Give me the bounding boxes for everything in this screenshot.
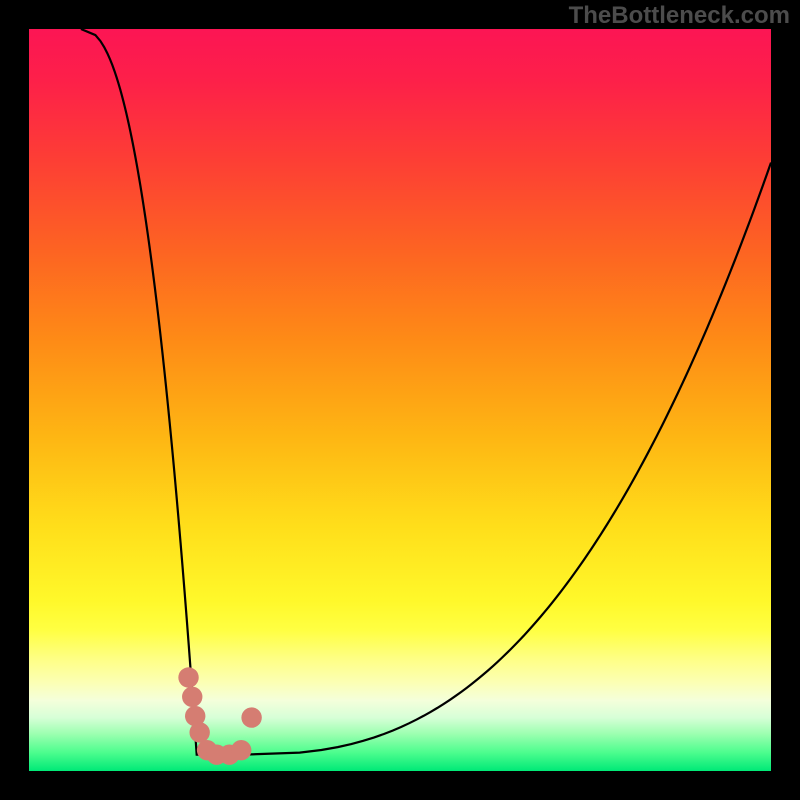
overlay-dot [178,667,198,687]
curve-layer [29,29,771,771]
overlay-dot [231,740,251,760]
overlay-dot [182,687,202,707]
watermark-label: TheBottleneck.com [569,2,790,30]
overlay-dots-group [178,667,261,765]
overlay-dot [241,707,261,727]
plot-area [29,29,771,771]
bottleneck-curve [81,29,771,755]
overlay-dot [189,722,209,742]
